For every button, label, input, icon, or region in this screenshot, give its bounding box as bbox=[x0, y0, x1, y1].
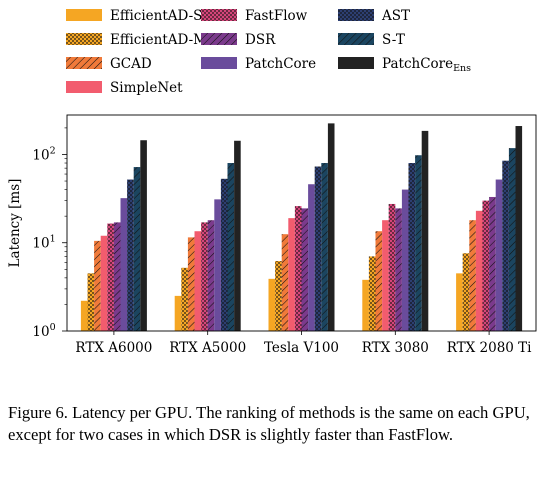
legend-swatch bbox=[66, 9, 102, 21]
bar-1-1 bbox=[80, 300, 88, 331]
bar-3-5 bbox=[469, 220, 476, 331]
x-tick-label: RTX A6000 bbox=[75, 340, 152, 356]
bar-10-2 bbox=[234, 140, 241, 331]
legend-label: FastFlow bbox=[245, 8, 308, 24]
bar-7-4 bbox=[401, 189, 409, 331]
bar-7-1 bbox=[120, 198, 128, 331]
bar-3-2 bbox=[187, 237, 195, 331]
bar-6-3 bbox=[301, 208, 309, 331]
bar-10-4 bbox=[421, 130, 429, 331]
bar-10-1 bbox=[140, 140, 147, 331]
x-tick-label: Tesla V100 bbox=[264, 340, 339, 356]
bar-2-1 bbox=[87, 273, 95, 331]
latency-chart: EfficientAD-S EfficientAD-M GCAD SimpleNet F… bbox=[7, 8, 537, 356]
legend-label: PatchCoreEns bbox=[382, 56, 471, 74]
bar-4-1 bbox=[100, 235, 108, 331]
bar-1-5 bbox=[456, 273, 463, 331]
legend-swatch bbox=[201, 33, 237, 45]
bar-9-3 bbox=[321, 163, 328, 331]
legend-label: S-T bbox=[382, 32, 405, 48]
bar-1-2 bbox=[174, 295, 182, 331]
legend-swatch bbox=[66, 81, 102, 93]
legend-swatch bbox=[338, 9, 374, 21]
legend-label: AST bbox=[381, 8, 410, 24]
bar-9-5 bbox=[508, 148, 516, 331]
bar-3-4 bbox=[375, 231, 383, 331]
bar-5-3 bbox=[294, 206, 302, 331]
bar-8-5 bbox=[502, 160, 509, 331]
bar-9-2 bbox=[227, 163, 235, 331]
figure-caption: Figure 6. Latency per GPU. The ranking o… bbox=[8, 403, 530, 444]
bar-2-4 bbox=[368, 256, 376, 331]
bar-10-3 bbox=[327, 123, 335, 331]
bars-group bbox=[80, 123, 523, 331]
y-tick-label: 100 bbox=[32, 322, 55, 340]
legend-label: EfficientAD-M bbox=[110, 32, 207, 48]
legend-label: GCAD bbox=[110, 56, 152, 72]
y-tick-label: 102 bbox=[32, 145, 55, 163]
legend-label: DSR bbox=[245, 32, 276, 48]
bar-1-3 bbox=[268, 278, 276, 331]
chart-legend: EfficientAD-S EfficientAD-M GCAD SimpleNet F… bbox=[66, 8, 471, 96]
bar-6-1 bbox=[113, 222, 121, 331]
bar-4-4 bbox=[382, 220, 389, 331]
bar-9-1 bbox=[133, 167, 141, 331]
bar-5-2 bbox=[201, 222, 208, 331]
bar-5-1 bbox=[107, 223, 114, 331]
legend-label: SimpleNet bbox=[110, 80, 183, 96]
bar-7-3 bbox=[308, 184, 315, 331]
legend-swatch bbox=[66, 57, 102, 69]
bar-4-3 bbox=[288, 218, 295, 331]
legend-label: PatchCore bbox=[245, 56, 316, 72]
legend-swatch bbox=[338, 57, 374, 69]
legend-swatch bbox=[201, 9, 237, 21]
legend-label: EfficientAD-S bbox=[110, 8, 202, 24]
bar-4-5 bbox=[475, 210, 483, 331]
bar-6-4 bbox=[395, 208, 402, 331]
bar-10-5 bbox=[515, 126, 523, 331]
bar-9-4 bbox=[415, 155, 422, 331]
bar-3-1 bbox=[94, 240, 101, 331]
bar-8-1 bbox=[127, 179, 134, 331]
bar-8-4 bbox=[408, 163, 416, 331]
bar-4-2 bbox=[194, 231, 202, 331]
bar-8-3 bbox=[314, 166, 322, 331]
bar-6-5 bbox=[489, 196, 496, 331]
plot-frame bbox=[66, 114, 537, 332]
x-tick-label: RTX A5000 bbox=[169, 340, 246, 356]
bar-8-2 bbox=[220, 178, 228, 331]
bar-7-2 bbox=[214, 199, 221, 331]
x-tick-label: RTX 2080 Ti bbox=[447, 340, 532, 356]
bar-2-2 bbox=[181, 267, 188, 331]
bar-3-3 bbox=[281, 234, 289, 331]
bar-5-5 bbox=[482, 200, 490, 331]
bar-7-5 bbox=[495, 179, 503, 331]
y-tick-label: 101 bbox=[32, 234, 55, 252]
bar-1-4 bbox=[362, 279, 369, 331]
bar-6-2 bbox=[207, 220, 215, 331]
legend-swatch bbox=[66, 33, 102, 45]
bar-2-3 bbox=[275, 261, 282, 331]
legend-swatch bbox=[338, 33, 374, 45]
x-tick-label: RTX 3080 bbox=[362, 340, 429, 356]
legend-swatch bbox=[201, 57, 237, 69]
bar-2-5 bbox=[462, 253, 470, 331]
bar-5-4 bbox=[388, 203, 396, 331]
chart-axes: RTX A6000 RTX A5000 Tesla V100 RTX 3080 RTX … bbox=[7, 114, 537, 356]
y-axis-label: Latency [ms] bbox=[7, 179, 23, 268]
